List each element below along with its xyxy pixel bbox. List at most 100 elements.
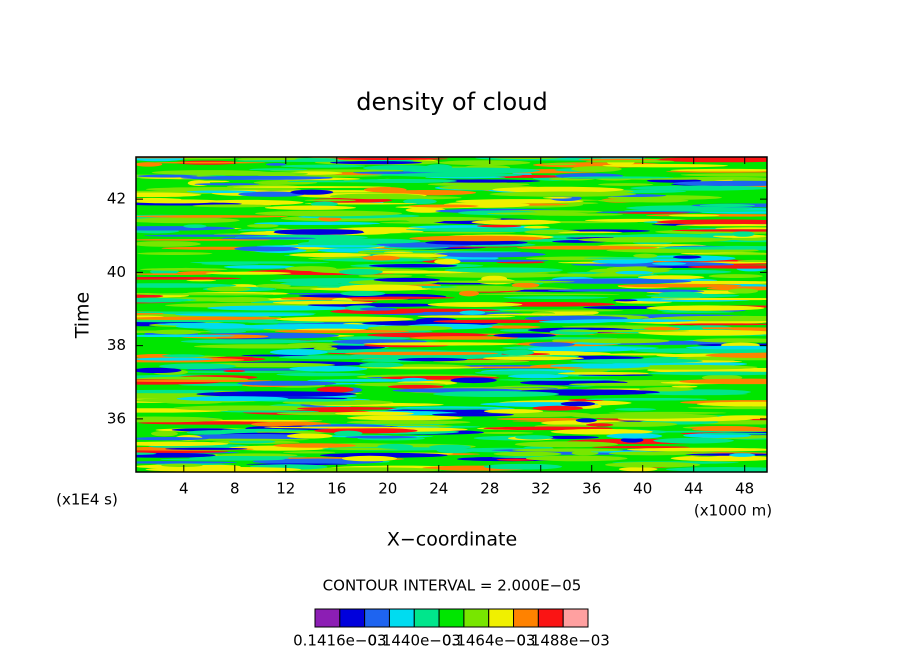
streak xyxy=(643,326,681,331)
streak xyxy=(221,428,309,432)
streak xyxy=(408,204,479,208)
streak xyxy=(256,245,390,248)
streak xyxy=(274,329,410,334)
streak xyxy=(568,382,675,386)
streak xyxy=(280,281,341,287)
streak xyxy=(136,283,237,288)
streak xyxy=(180,175,333,180)
streak xyxy=(483,409,544,414)
streak xyxy=(512,448,624,452)
streak xyxy=(150,329,202,335)
streak xyxy=(199,171,309,176)
y-tick-label: 36 xyxy=(107,409,126,427)
streak xyxy=(392,172,523,178)
streak xyxy=(660,297,767,301)
streak xyxy=(139,267,228,271)
streak xyxy=(585,160,675,163)
streak xyxy=(348,270,487,274)
streak xyxy=(527,346,640,352)
streak xyxy=(248,168,308,171)
streak xyxy=(253,221,381,226)
streak xyxy=(496,458,537,461)
streak xyxy=(613,299,638,302)
streak xyxy=(652,262,687,266)
streak xyxy=(136,215,289,218)
streak xyxy=(269,169,408,172)
streak xyxy=(482,356,584,361)
colorbar-label: 0.1464e−03 xyxy=(442,632,535,650)
streak xyxy=(474,370,568,375)
streak xyxy=(136,334,235,338)
streak xyxy=(516,245,658,250)
streak xyxy=(431,412,514,417)
streak xyxy=(444,267,563,273)
streak xyxy=(347,178,457,183)
y-unit-label: (x1E4 s) xyxy=(56,491,118,509)
streak xyxy=(696,401,767,407)
streak xyxy=(583,257,702,260)
streak xyxy=(313,238,421,244)
colorbar-box xyxy=(537,608,564,628)
streak xyxy=(330,447,398,451)
streak xyxy=(586,423,614,427)
streak xyxy=(409,336,519,340)
streak xyxy=(307,379,435,382)
streak xyxy=(550,428,653,435)
streak xyxy=(192,204,272,208)
streak xyxy=(507,374,569,379)
streak xyxy=(363,187,407,193)
colorbar-box xyxy=(438,608,465,628)
streak xyxy=(575,418,597,423)
streak xyxy=(136,297,189,303)
streak xyxy=(205,271,292,275)
streak xyxy=(255,283,291,288)
y-tick-label: 42 xyxy=(107,190,126,208)
streak xyxy=(542,163,577,166)
streak xyxy=(136,217,240,224)
streak xyxy=(687,265,767,269)
streak xyxy=(582,306,667,310)
streak xyxy=(339,284,423,291)
streak xyxy=(496,417,586,421)
streak xyxy=(433,319,560,324)
streak xyxy=(362,255,401,261)
contour-interval: CONTOUR INTERVAL = 2.000E−05 xyxy=(323,577,582,595)
streak xyxy=(671,385,698,388)
streak xyxy=(136,311,240,314)
streak xyxy=(341,455,398,462)
streak xyxy=(236,323,396,330)
streak xyxy=(136,273,212,276)
streak xyxy=(220,410,319,413)
streak xyxy=(265,163,287,166)
streak xyxy=(483,325,541,329)
streak xyxy=(313,346,338,351)
streak xyxy=(175,313,315,317)
streak xyxy=(605,461,701,468)
streak xyxy=(187,419,323,422)
streak xyxy=(206,286,251,292)
streak xyxy=(668,323,767,326)
streak xyxy=(232,186,392,188)
streak xyxy=(194,180,230,183)
streak xyxy=(599,353,676,356)
streak xyxy=(289,365,368,372)
streak xyxy=(679,378,767,385)
streak xyxy=(425,273,565,278)
streak xyxy=(459,310,486,315)
x-tick-label: 4 xyxy=(179,480,189,498)
streak xyxy=(333,430,363,437)
streak xyxy=(180,339,314,344)
streak xyxy=(737,259,767,263)
streak xyxy=(295,158,339,161)
streak xyxy=(344,296,456,299)
x-tick-label: 12 xyxy=(276,480,295,498)
streak xyxy=(455,199,584,204)
streak xyxy=(145,466,302,472)
streak xyxy=(547,289,699,292)
x-tick-label: 32 xyxy=(531,480,550,498)
colorbar-box xyxy=(463,608,490,628)
streak xyxy=(346,420,471,425)
streak xyxy=(136,357,214,361)
streak xyxy=(136,277,242,280)
colorbar-box xyxy=(562,608,589,628)
